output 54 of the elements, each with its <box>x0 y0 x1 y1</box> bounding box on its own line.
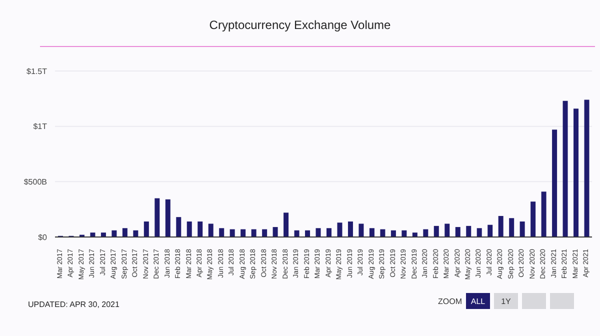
bar <box>262 229 268 237</box>
bar <box>176 217 182 237</box>
bar <box>530 202 536 237</box>
bar <box>112 230 117 237</box>
bar <box>498 216 504 237</box>
bar <box>369 228 374 237</box>
bar <box>90 232 96 237</box>
bar <box>198 222 203 237</box>
bar <box>133 230 138 237</box>
bar <box>230 229 235 237</box>
bar <box>444 224 450 237</box>
bar <box>562 100 568 237</box>
bar <box>584 100 590 237</box>
bar <box>358 224 364 237</box>
bar <box>390 230 396 237</box>
bar <box>316 228 321 237</box>
bar <box>455 227 460 237</box>
bar <box>294 230 300 237</box>
bar <box>541 192 546 237</box>
bar <box>488 224 493 237</box>
text: UPDATED: APR 30, 2021 <box>28 300 120 309</box>
bar <box>552 130 558 237</box>
bar <box>208 224 214 237</box>
bar <box>402 230 407 237</box>
bar <box>272 227 278 237</box>
chart-title: Cryptocurrency Exchange Volume <box>208 18 392 32</box>
bar <box>337 222 342 237</box>
bar <box>251 229 256 237</box>
bar <box>240 229 246 237</box>
bar <box>219 228 224 237</box>
bar <box>476 228 482 237</box>
bar <box>520 222 525 237</box>
bar <box>154 198 160 237</box>
bar <box>348 222 353 237</box>
bar <box>144 222 149 237</box>
zoom-controls: ZOOM ALL 1Y <box>438 293 574 309</box>
y-tick-label: $500B <box>24 178 47 187</box>
bar <box>412 232 418 237</box>
bar <box>305 230 310 237</box>
y-tick-label: $0 <box>38 232 48 242</box>
bar <box>380 229 386 237</box>
bar <box>326 228 332 237</box>
bar <box>122 228 128 237</box>
y-tick-label: $1T <box>33 122 48 132</box>
bar <box>165 199 170 237</box>
bar <box>100 232 106 237</box>
y-tick-label: $1.5T <box>26 66 48 76</box>
bar <box>423 229 428 237</box>
bar <box>574 108 579 237</box>
bar <box>509 218 514 237</box>
bar <box>284 212 289 237</box>
bar <box>466 226 472 237</box>
bar <box>186 222 192 237</box>
bar <box>434 226 439 237</box>
